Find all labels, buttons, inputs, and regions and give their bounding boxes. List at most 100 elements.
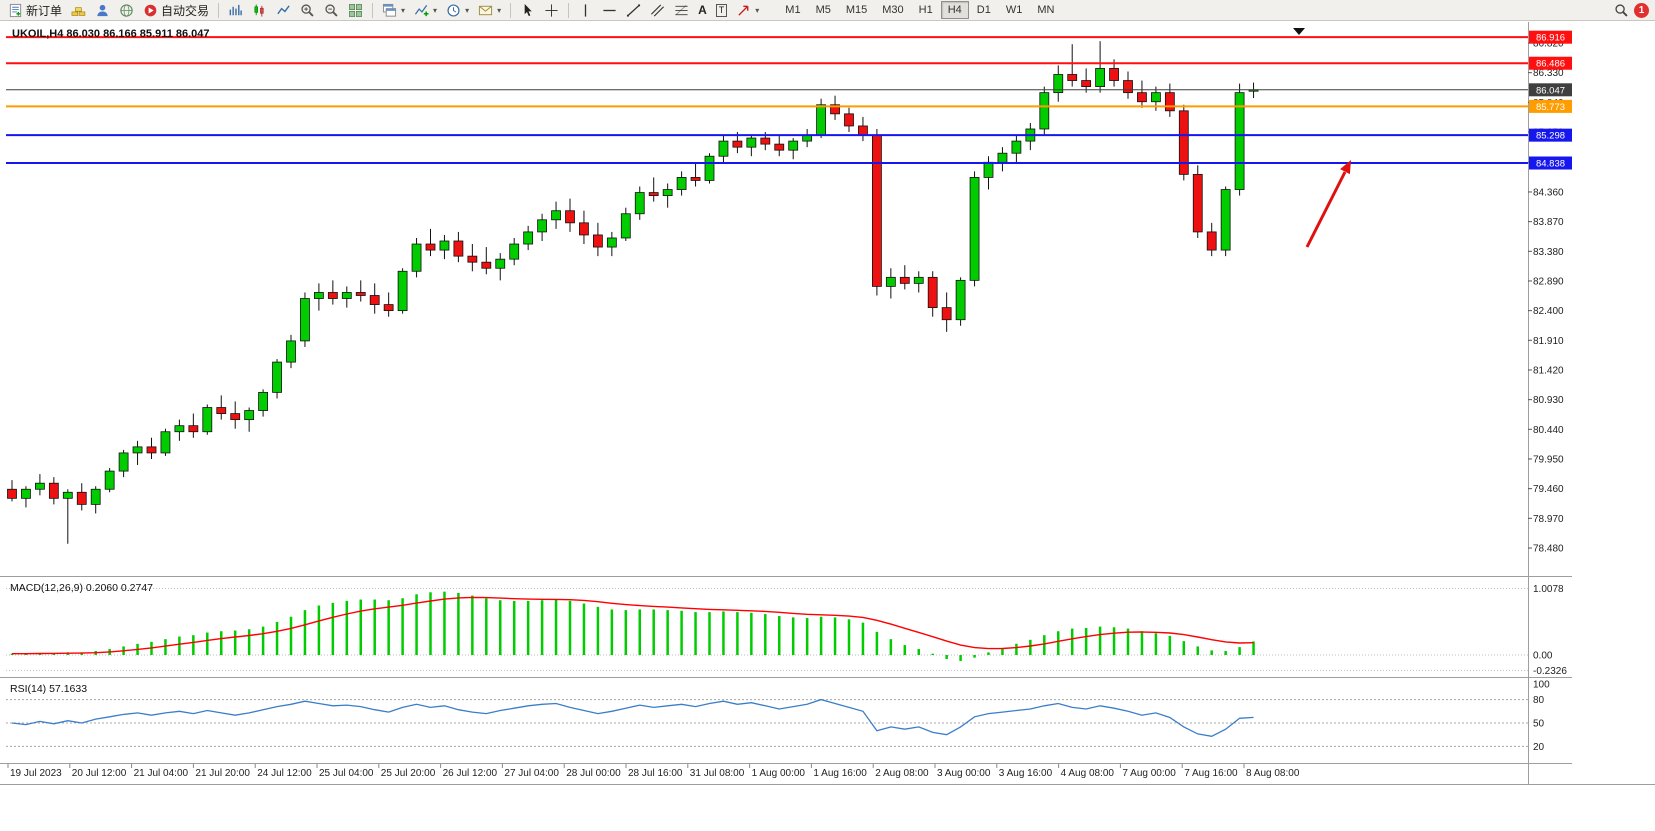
candle (872, 128, 882, 296)
macd-axis-label: 0.00 (1533, 651, 1553, 662)
annotation-arrow[interactable] (1305, 160, 1351, 248)
price-axis[interactable]: 86.82086.33085.84085.35084.85084.36083.8… (1528, 39, 1564, 555)
candle (383, 292, 394, 317)
price-tick-label: 81.420 (1533, 365, 1564, 376)
line-chart-button[interactable] (272, 1, 295, 20)
timeframe-m5[interactable]: M5 (809, 1, 838, 19)
cursor-tool-button[interactable] (516, 1, 539, 20)
timeframe-d1[interactable]: D1 (970, 1, 998, 19)
svg-text:86.047: 86.047 (1536, 85, 1565, 96)
timeframe-mn[interactable]: MN (1030, 1, 1061, 19)
periods-button[interactable]: ▾ (442, 1, 473, 20)
candle (216, 395, 227, 420)
text-tool-button[interactable]: A (694, 1, 711, 20)
candlestick-icon (252, 3, 267, 18)
channel-icon (650, 3, 665, 18)
candle (593, 222, 603, 257)
time-tick-label: 1 Aug 16:00 (813, 768, 867, 779)
candle (118, 449, 129, 478)
trendline-tool-button[interactable] (622, 1, 645, 20)
macd-label: MACD(12,26,9) 0.2060 0.2747 (10, 582, 153, 594)
timeframe-h1[interactable]: H1 (912, 1, 940, 19)
text-label-tool-button[interactable]: T (712, 1, 732, 20)
candle (662, 183, 673, 208)
tile-windows-button[interactable] (344, 1, 367, 20)
horizontal-line-tool-button[interactable] (598, 1, 621, 20)
timeframe-m1[interactable]: M1 (778, 1, 807, 19)
candle (481, 247, 492, 275)
candle (1123, 71, 1133, 99)
timeframe-h4[interactable]: H4 (940, 1, 969, 19)
time-tick-label: 1 Aug 00:00 (752, 768, 806, 779)
chart-symbol-header: UKOIL,H4 86.030 86.166 85.911 86.047 (12, 28, 210, 40)
candle (774, 135, 785, 157)
chevron-down-icon: ▾ (465, 5, 470, 15)
candle (160, 428, 171, 456)
chart-plot-area[interactable] (6, 22, 1528, 576)
rsi-axis-label: 100 (1533, 680, 1550, 691)
candlesticks (7, 41, 1259, 544)
time-tick-label: 31 Jul 08:00 (690, 768, 745, 779)
candle (816, 98, 826, 139)
channel-tool-button[interactable] (646, 1, 669, 20)
time-tick-label: 25 Jul 04:00 (319, 768, 374, 779)
candle (676, 171, 687, 196)
candle (35, 474, 45, 496)
chart-shift-marker[interactable] (1293, 28, 1305, 35)
deposit-button[interactable] (67, 1, 90, 20)
community-button[interactable] (115, 1, 138, 20)
zoom-in-button[interactable] (296, 1, 319, 20)
zoom-out-button[interactable] (320, 1, 343, 20)
notification-badge[interactable]: 1 (1634, 2, 1649, 18)
candle (899, 265, 910, 290)
timeframe-w1[interactable]: W1 (999, 1, 1030, 19)
candle (830, 95, 840, 120)
text-tool-icon: A (698, 3, 707, 17)
new-chart-button[interactable]: ▾ (378, 1, 409, 20)
chevron-down-icon: ▾ (401, 5, 406, 15)
time-tick-label: 7 Aug 16:00 (1184, 768, 1238, 779)
crosshair-tool-button[interactable] (540, 1, 563, 20)
candle (188, 413, 199, 438)
candle (1220, 186, 1231, 257)
indicators-button[interactable]: ▾ (410, 1, 441, 20)
timeframe-m30[interactable]: M30 (875, 1, 910, 19)
templates-button[interactable]: ▾ (474, 1, 505, 20)
candle (244, 407, 255, 432)
candle (286, 334, 296, 369)
time-tick-label: 4 Aug 08:00 (1061, 768, 1115, 779)
candlestick-chart-button[interactable] (248, 1, 271, 20)
timeframe-m15[interactable]: M15 (839, 1, 874, 19)
time-axis[interactable]: 19 Jul 2023 20 Jul 12:00 21 Jul 04:00 21 Ju… (7, 764, 1300, 779)
candle (955, 277, 966, 326)
auto-trading-button[interactable]: 自动交易 (139, 1, 213, 20)
time-tick-label: 25 Jul 20:00 (381, 768, 436, 779)
person-icon (95, 3, 110, 18)
candle (1053, 65, 1064, 102)
bar-chart-button[interactable] (224, 1, 247, 20)
price-tick-label: 86.820 (1533, 39, 1564, 50)
arrows-tool-button[interactable]: ▾ (732, 1, 763, 20)
candle (300, 292, 310, 347)
vertical-line-tool-button[interactable] (574, 1, 597, 20)
candle (788, 138, 799, 160)
candle (1192, 165, 1203, 238)
price-tick-label: 80.440 (1533, 425, 1564, 436)
search-button[interactable] (1610, 1, 1633, 20)
candle (509, 237, 520, 266)
svg-text:86.486: 86.486 (1536, 59, 1565, 70)
candle (397, 268, 408, 314)
time-tick-label: 21 Jul 20:00 (195, 768, 250, 779)
candle (1011, 135, 1022, 163)
time-tick-label: 8 Aug 08:00 (1246, 768, 1300, 779)
line-chart-icon (276, 3, 291, 18)
price-tick-label: 80.930 (1533, 395, 1564, 406)
accounts-button[interactable] (91, 1, 114, 20)
time-tick-label: 27 Jul 04:00 (504, 768, 559, 779)
fibonacci-tool-button[interactable] (670, 1, 693, 20)
macd-axis-label: 1.0078 (1533, 584, 1564, 595)
candle (913, 271, 924, 293)
new-order-button[interactable]: 新订单 (4, 1, 66, 20)
svg-text:85.773: 85.773 (1536, 102, 1565, 113)
